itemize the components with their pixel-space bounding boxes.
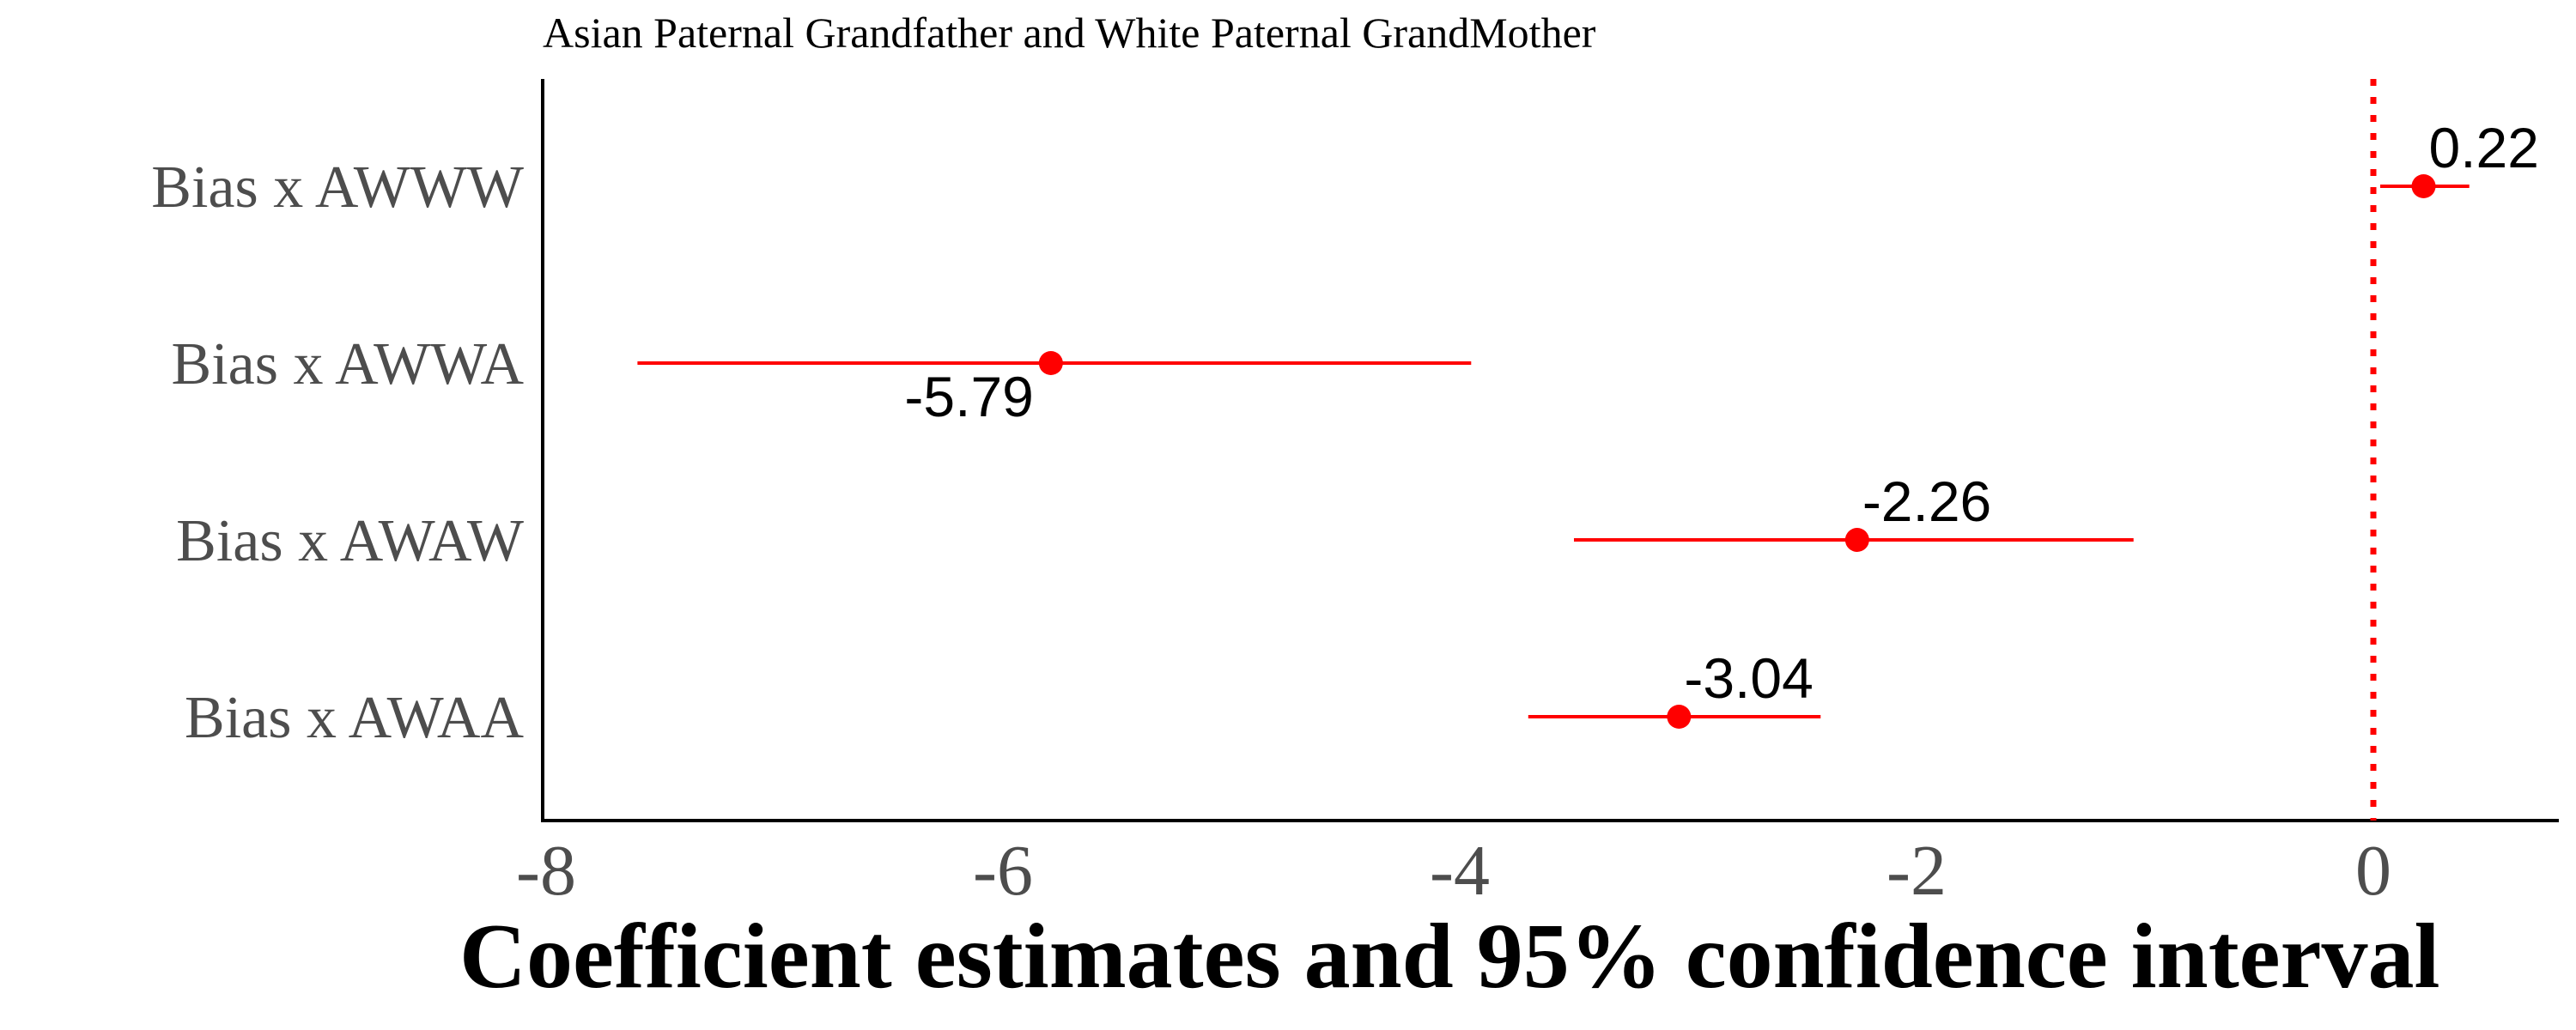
x-axis-label: Coefficient estimates and 95% confidence… — [459, 906, 2440, 1008]
estimate-rows: Bias x AWWW 0.22 Bias x AWWA -5.79 Bias x AW… — [151, 116, 2539, 751]
y-tick-label: Bias x AWAW — [176, 508, 524, 574]
estimate-label: 0.22 — [2429, 116, 2539, 179]
estimate-point — [2411, 174, 2436, 198]
estimate-point — [1667, 705, 1692, 729]
x-tick-label: 0 — [2355, 831, 2391, 911]
x-tick-label: -6 — [973, 831, 1033, 911]
estimate-label: -2.26 — [1862, 470, 1991, 533]
x-tick-label: -2 — [1886, 831, 1947, 911]
x-tick-label: -8 — [516, 831, 576, 911]
x-tick-label: -4 — [1430, 831, 1490, 911]
y-tick-label: Bias x AWAA — [185, 685, 524, 751]
estimate-point — [1038, 351, 1063, 375]
y-tick-label: Bias x AWWA — [172, 331, 525, 397]
x-axis-ticks: -8 -6 -4 -2 0 — [516, 831, 2391, 911]
y-tick-label: Bias x AWWW — [151, 154, 524, 221]
estimate-point — [1844, 528, 1869, 552]
estimate-label: -3.04 — [1684, 646, 1813, 710]
estimate-label: -5.79 — [904, 365, 1033, 428]
chart-title: Asian Paternal Grandfather and White Pat… — [543, 9, 1596, 57]
